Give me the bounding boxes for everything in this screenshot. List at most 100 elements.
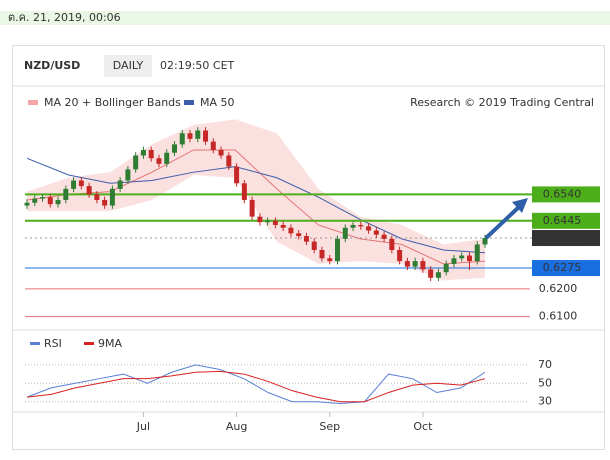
candle-body [443, 263, 449, 273]
clock: 02:19:50 CET [160, 59, 235, 72]
candle-body [241, 183, 247, 200]
candle-body [358, 224, 364, 227]
candle-body [482, 238, 488, 245]
x-tick-label: Oct [413, 420, 433, 433]
candle-body [86, 186, 92, 195]
candle-body [451, 258, 457, 264]
candle-body [319, 249, 325, 259]
level-label: 0.6445 [543, 214, 582, 227]
candle-body [117, 180, 123, 189]
candle-body [412, 261, 418, 267]
rsi-tick-label: 70 [538, 358, 552, 371]
candle-body [218, 149, 224, 156]
candle-body [342, 227, 348, 239]
candle-body [272, 220, 278, 225]
candle-body [156, 158, 162, 164]
level-label: 0.6540 [543, 187, 582, 200]
candle-body [234, 166, 240, 184]
candle-body [55, 199, 61, 205]
legend-label: MA 20 + Bollinger Bands [44, 96, 181, 109]
period-box [104, 55, 152, 77]
candle-body [466, 255, 472, 262]
candle-body [474, 244, 480, 262]
candle-body [311, 241, 317, 250]
x-tick-label: Sep [319, 420, 340, 433]
candle-body [249, 199, 255, 217]
candle-body [164, 152, 170, 164]
rsi-line [26, 370, 486, 403]
candle-body [303, 236, 309, 242]
candle-body [24, 202, 30, 206]
symbol: NZD/USD [24, 59, 80, 72]
date-text: ต.ค. 21, 2019, 00:06 [8, 11, 121, 24]
level-tag [532, 230, 600, 247]
legend-label: RSI [44, 337, 62, 350]
candle-body [335, 238, 341, 262]
level-tag [532, 212, 600, 229]
candle-body [327, 258, 333, 262]
candle-body [210, 141, 216, 150]
candle-body [296, 233, 302, 237]
candle-body [140, 149, 146, 156]
candle-body [40, 197, 46, 199]
candle-body [381, 234, 387, 239]
level-tag [532, 186, 600, 203]
candle-body [47, 197, 53, 205]
legend-swatch [30, 342, 40, 345]
date-bar [0, 11, 610, 25]
level-label: 0.6100 [539, 310, 578, 323]
candle-body [350, 224, 356, 228]
arrow-head [512, 198, 528, 213]
candle-body [187, 133, 193, 139]
candle-body [288, 227, 294, 234]
candle-body [94, 194, 100, 200]
candle-body [265, 220, 271, 223]
candle-body [420, 261, 426, 270]
candle-body [435, 272, 441, 278]
legend-swatch [28, 100, 38, 105]
candle-body [63, 188, 69, 200]
candle-body [125, 169, 131, 181]
candle-body [32, 198, 38, 203]
candle-body [280, 224, 286, 228]
ma50-line [26, 157, 486, 254]
candle-body [109, 188, 115, 206]
x-tick-label: Jul [136, 420, 150, 433]
candle-body [71, 180, 77, 189]
rsi-line [26, 364, 486, 405]
candle-body [257, 216, 263, 223]
level-tag [532, 260, 600, 277]
candle-body [148, 149, 154, 159]
candle-body [102, 199, 108, 206]
candle-body [195, 130, 201, 139]
level-label: 0.6275 [543, 261, 582, 274]
candle-body [133, 155, 139, 170]
rsi-tick-label: 50 [538, 376, 552, 389]
candle-body [226, 155, 232, 167]
legend-swatch [84, 342, 94, 345]
plot: 0.6540 0.6445 0.6383 0.6275 0.6200 0.6100 Jul A… [24, 119, 600, 433]
candle-body [366, 226, 372, 231]
candle-body [171, 144, 177, 153]
candle-body [459, 255, 465, 259]
forecast-arrow [484, 204, 522, 240]
candle-body [179, 133, 185, 145]
ma20-line [26, 149, 486, 265]
period: DAILY [113, 59, 144, 72]
level-label: 0.6383 [543, 231, 582, 244]
candle-body [203, 130, 209, 142]
candle-body [397, 249, 403, 262]
panel [12, 45, 605, 450]
candle-body [404, 261, 410, 267]
legend-swatch [184, 100, 194, 105]
rsi-tick-label: 30 [538, 395, 552, 408]
x-tick-label: Aug [226, 420, 247, 433]
candle-body [78, 180, 84, 187]
candle-body [428, 269, 434, 278]
legend-label: 9MA [98, 337, 122, 350]
credit: Research © 2019 Trading Central [410, 96, 594, 109]
candle-body [373, 230, 379, 235]
level-label: 0.6200 [539, 282, 578, 295]
candle-body [389, 238, 395, 250]
